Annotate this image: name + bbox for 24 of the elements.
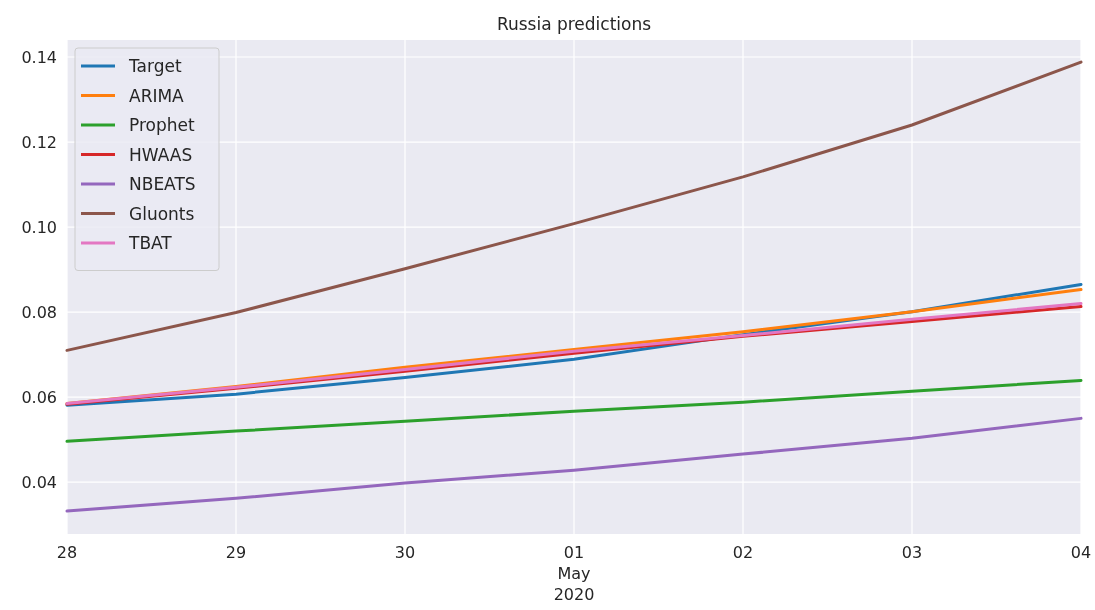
legend-label: Target <box>128 56 182 76</box>
y-tick-label: 0.10 <box>21 217 57 237</box>
line-series <box>65 379 1083 443</box>
x-tick-label: 03 <box>901 543 923 562</box>
y-tick-label: 0.06 <box>21 387 57 407</box>
x-tick-label: 02 <box>732 543 754 562</box>
x-tick-label: 30 <box>394 543 416 562</box>
legend-label: Prophet <box>129 115 195 135</box>
legend-label: Gluonts <box>129 203 195 224</box>
y-tick-label: 0.08 <box>21 302 57 322</box>
x-tick-label: 04 <box>1070 543 1092 562</box>
x-tick-label: 29 <box>225 543 247 562</box>
legend-label: TBAT <box>128 233 173 253</box>
chart-title: Russia predictions <box>496 14 652 34</box>
x-tick-label: 01 May 2020 <box>553 543 595 604</box>
line-series <box>65 60 1083 352</box>
y-tick-label: 0.04 <box>21 472 57 492</box>
y-tick-label: 0.12 <box>21 132 57 152</box>
legend-label: NBEATS <box>129 174 196 194</box>
legend-label: ARIMA <box>129 85 185 106</box>
x-tick-label: 28 <box>56 543 78 562</box>
y-tick-label: 0.14 <box>21 47 57 67</box>
line-series <box>65 416 1083 513</box>
legend-label: HWAAS <box>129 144 193 165</box>
